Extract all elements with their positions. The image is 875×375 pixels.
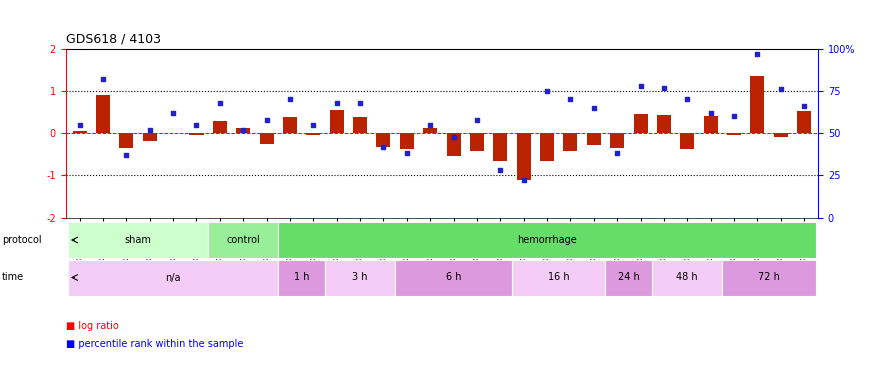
Point — [73, 122, 87, 128]
Bar — [751, 76, 765, 133]
Bar — [354, 117, 367, 133]
Bar — [727, 133, 741, 135]
Bar — [446, 133, 460, 156]
Bar — [564, 133, 578, 151]
Bar — [606, 260, 652, 296]
Text: ■ percentile rank within the sample: ■ percentile rank within the sample — [66, 339, 243, 350]
Text: 6 h: 6 h — [445, 273, 461, 282]
Point — [704, 110, 717, 116]
Bar — [774, 133, 788, 136]
Text: 3 h: 3 h — [353, 273, 367, 282]
Point — [354, 100, 367, 106]
Bar — [722, 260, 816, 296]
Bar — [493, 133, 507, 160]
Point — [587, 105, 601, 111]
Bar — [143, 133, 157, 141]
Bar — [68, 260, 278, 296]
Text: control: control — [227, 235, 260, 245]
Point — [657, 85, 671, 91]
Text: 16 h: 16 h — [548, 273, 570, 282]
Text: 24 h: 24 h — [618, 273, 640, 282]
Point — [143, 127, 157, 133]
Point — [493, 167, 507, 173]
Bar — [68, 222, 208, 258]
Point — [751, 51, 765, 57]
Bar — [680, 133, 694, 149]
Point — [119, 152, 133, 158]
Bar — [652, 260, 722, 296]
Bar — [330, 110, 344, 133]
Point — [680, 96, 694, 102]
Point — [564, 96, 578, 102]
Text: 1 h: 1 h — [294, 273, 310, 282]
Bar — [208, 222, 278, 258]
Text: ■ log ratio: ■ log ratio — [66, 321, 118, 331]
Point — [190, 122, 204, 128]
Point — [306, 122, 320, 128]
Point — [376, 144, 390, 150]
Bar — [797, 111, 811, 133]
Bar — [516, 133, 530, 180]
Point — [446, 134, 460, 140]
Bar — [512, 260, 605, 296]
Point — [774, 86, 788, 92]
Point — [166, 110, 180, 116]
Text: 72 h: 72 h — [758, 273, 780, 282]
Point — [96, 76, 110, 82]
Bar — [610, 133, 624, 148]
Text: hemorrhage: hemorrhage — [517, 235, 577, 245]
Point — [727, 113, 741, 119]
Point — [330, 100, 344, 106]
Bar — [73, 131, 87, 133]
Bar — [278, 222, 816, 258]
Bar — [540, 133, 554, 160]
Text: time: time — [2, 273, 24, 282]
Bar — [190, 133, 204, 135]
Bar — [376, 133, 390, 147]
Point — [236, 127, 250, 133]
Point — [260, 117, 274, 123]
Text: 48 h: 48 h — [676, 273, 698, 282]
Point — [283, 96, 297, 102]
Bar — [634, 114, 648, 133]
Point — [516, 177, 530, 183]
Text: sham: sham — [124, 235, 151, 245]
Text: protocol: protocol — [2, 235, 41, 245]
Bar — [587, 133, 601, 145]
Bar — [236, 128, 250, 133]
Bar — [424, 128, 438, 133]
Bar — [306, 133, 320, 135]
Bar — [325, 260, 396, 296]
Point — [634, 83, 648, 89]
Bar — [396, 260, 512, 296]
Bar — [704, 116, 717, 133]
Bar — [213, 122, 227, 133]
Bar — [400, 133, 414, 149]
Point — [213, 100, 227, 106]
Bar — [96, 95, 110, 133]
Text: n/a: n/a — [165, 273, 181, 282]
Bar — [119, 133, 133, 148]
Text: GDS618 / 4103: GDS618 / 4103 — [66, 32, 161, 45]
Bar — [470, 133, 484, 151]
Bar — [283, 117, 297, 133]
Point — [540, 88, 554, 94]
Point — [610, 150, 624, 156]
Bar — [260, 133, 274, 144]
Point — [400, 150, 414, 156]
Point — [470, 117, 484, 123]
Point — [424, 122, 438, 128]
Point — [797, 103, 811, 109]
Bar — [657, 116, 671, 133]
Bar — [278, 260, 325, 296]
